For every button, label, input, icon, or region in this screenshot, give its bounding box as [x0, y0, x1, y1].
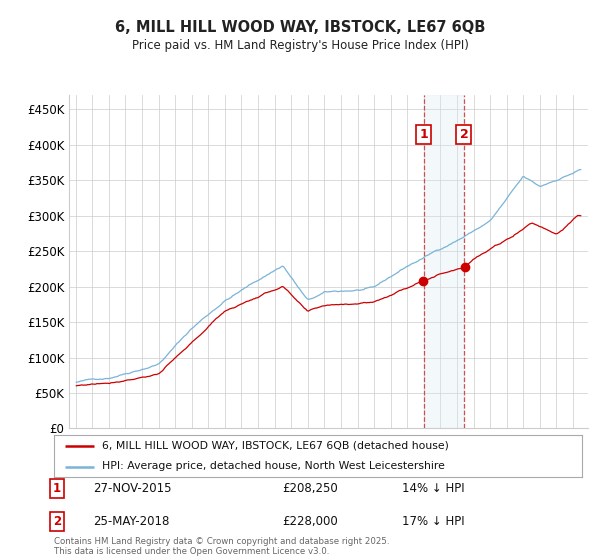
Text: 14% ↓ HPI: 14% ↓ HPI: [402, 482, 464, 495]
Text: 17% ↓ HPI: 17% ↓ HPI: [402, 515, 464, 529]
Text: £228,000: £228,000: [282, 515, 338, 529]
Text: 1: 1: [53, 482, 61, 495]
Text: 25-MAY-2018: 25-MAY-2018: [93, 515, 169, 529]
Text: 2: 2: [53, 515, 61, 529]
Text: 6, MILL HILL WOOD WAY, IBSTOCK, LE67 6QB: 6, MILL HILL WOOD WAY, IBSTOCK, LE67 6QB: [115, 20, 485, 35]
Text: Price paid vs. HM Land Registry's House Price Index (HPI): Price paid vs. HM Land Registry's House …: [131, 39, 469, 52]
Bar: [424, 95, 464, 428]
Text: 6, MILL HILL WOOD WAY, IBSTOCK, LE67 6QB (detached house): 6, MILL HILL WOOD WAY, IBSTOCK, LE67 6QB…: [101, 440, 448, 450]
Text: 2: 2: [460, 128, 469, 141]
Text: 1: 1: [419, 128, 428, 141]
Text: HPI: Average price, detached house, North West Leicestershire: HPI: Average price, detached house, Nort…: [101, 461, 445, 471]
Text: Contains HM Land Registry data © Crown copyright and database right 2025.
This d: Contains HM Land Registry data © Crown c…: [54, 536, 389, 556]
Text: £208,250: £208,250: [282, 482, 338, 495]
Text: 27-NOV-2015: 27-NOV-2015: [93, 482, 172, 495]
